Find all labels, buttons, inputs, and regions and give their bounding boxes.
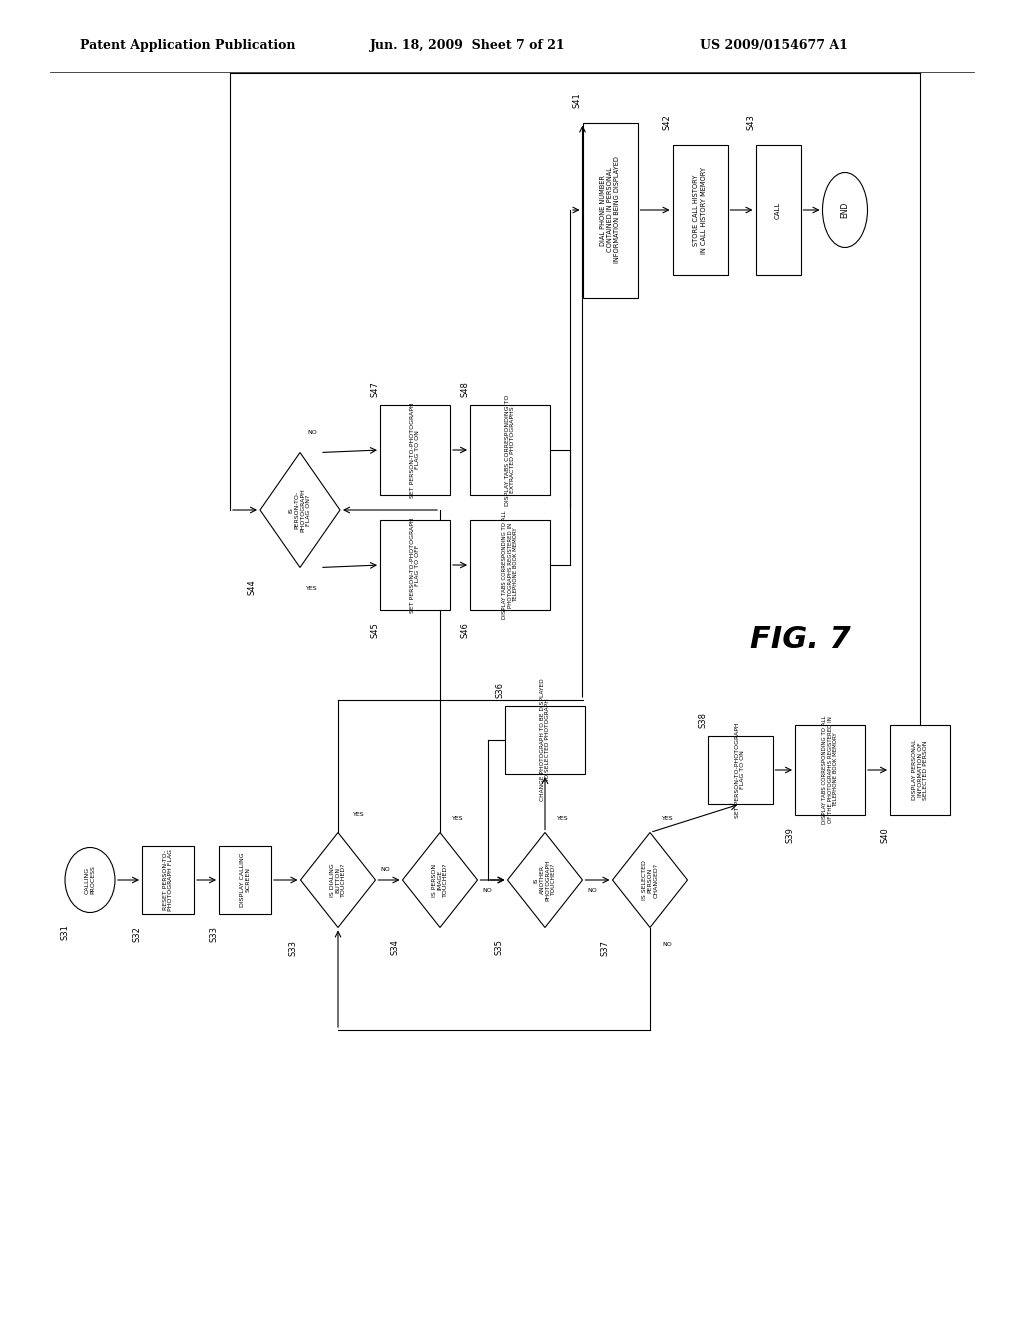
Text: S33: S33 — [288, 940, 297, 956]
Text: US 2009/0154677 A1: US 2009/0154677 A1 — [700, 38, 848, 51]
Text: SET PERSON-TO-PHOTOGRAPH
FLAG TO OFF: SET PERSON-TO-PHOTOGRAPH FLAG TO OFF — [410, 517, 421, 612]
Text: SET PERSON-TO-PHOTOGRAPH
FLAG TO ON: SET PERSON-TO-PHOTOGRAPH FLAG TO ON — [410, 403, 421, 498]
Polygon shape — [402, 833, 477, 928]
Bar — [890, 725, 950, 814]
Text: NO: NO — [588, 888, 597, 894]
Text: S32: S32 — [132, 927, 141, 942]
Text: YES: YES — [662, 816, 674, 821]
Text: NO: NO — [381, 867, 390, 873]
Bar — [505, 706, 585, 774]
Bar — [708, 737, 772, 804]
Text: YES: YES — [353, 813, 365, 817]
Text: DISPLAY TABS CORRESPONDING TO ALL
OF THE PHOTOGRAPHS REGISTERED IN
TELEPHONE BOO: DISPLAY TABS CORRESPONDING TO ALL OF THE… — [821, 715, 839, 824]
Text: YES: YES — [306, 586, 317, 590]
Text: S37: S37 — [600, 940, 609, 956]
Polygon shape — [508, 833, 583, 928]
Text: S33: S33 — [210, 927, 218, 942]
Text: SET PERSON-TO-PHOTOGRAPH
FLAG TO ON: SET PERSON-TO-PHOTOGRAPH FLAG TO ON — [734, 722, 745, 818]
Text: IS
PERSON-TO-
PHOTOGRAPH
FLAG ON?: IS PERSON-TO- PHOTOGRAPH FLAG ON? — [289, 488, 311, 532]
Polygon shape — [300, 833, 376, 928]
Bar — [583, 123, 638, 297]
Text: S36: S36 — [496, 682, 505, 698]
Text: DIAL PHONE NUMBER
CONTAINED IN PERSONAL
INFORMATION BEING DISPLAYED: DIAL PHONE NUMBER CONTAINED IN PERSONAL … — [600, 157, 620, 264]
Text: DISPLAY PERSONAL
INFORMATION OF
SELECTED PERSON: DISPLAY PERSONAL INFORMATION OF SELECTED… — [911, 739, 929, 800]
Text: END: END — [841, 202, 850, 218]
Text: YES: YES — [452, 816, 464, 821]
Text: NO: NO — [482, 888, 493, 894]
Text: Jun. 18, 2009  Sheet 7 of 21: Jun. 18, 2009 Sheet 7 of 21 — [370, 38, 565, 51]
Bar — [142, 846, 194, 913]
Text: IS
ANOTHER
PHOTOGRAPH
TOUCHED?: IS ANOTHER PHOTOGRAPH TOUCHED? — [534, 859, 556, 900]
Bar — [470, 520, 550, 610]
Text: S41: S41 — [573, 92, 582, 107]
Text: S46: S46 — [461, 622, 469, 638]
Bar — [756, 145, 801, 275]
Bar — [795, 725, 865, 814]
Text: CHANGE PHOTOGRAPH TO BE DISPLAYED
TO SELECTED PHOTOGRAPH: CHANGE PHOTOGRAPH TO BE DISPLAYED TO SEL… — [540, 678, 551, 801]
Text: YES: YES — [557, 816, 568, 821]
Text: S42: S42 — [663, 115, 672, 129]
Text: S48: S48 — [461, 381, 469, 397]
Text: IS SELECTED
PERSON
CHANGED?: IS SELECTED PERSON CHANGED? — [642, 861, 658, 900]
Bar — [470, 405, 550, 495]
Text: NO: NO — [662, 942, 672, 948]
Text: S47: S47 — [371, 381, 380, 397]
Text: DISPLAY TABS CORRESPONDING TO ALL
PHOTOGRAPHS REGISTERED IN
TELEPHONE BOOK MEMOR: DISPLAY TABS CORRESPONDING TO ALL PHOTOG… — [502, 511, 518, 619]
Text: S44: S44 — [248, 579, 256, 595]
Ellipse shape — [822, 173, 867, 248]
Text: CALLING
PROCESS: CALLING PROCESS — [85, 866, 95, 895]
Text: STORE CALL HISTORY
IN CALL HISTORY MEMORY: STORE CALL HISTORY IN CALL HISTORY MEMOR… — [693, 166, 707, 253]
Text: S40: S40 — [881, 828, 890, 842]
Bar — [380, 520, 450, 610]
Text: S35: S35 — [495, 940, 504, 956]
Text: S34: S34 — [390, 940, 399, 956]
Text: S39: S39 — [785, 828, 795, 843]
Text: DISPLAY TABS CORRESPONDING TO
EXTRACTED PHOTOGRAPHS: DISPLAY TABS CORRESPONDING TO EXTRACTED … — [505, 395, 515, 506]
Polygon shape — [260, 453, 340, 568]
Bar — [673, 145, 727, 275]
Bar — [380, 405, 450, 495]
Text: IS PERSON
IMAGE
TOUCHED?: IS PERSON IMAGE TOUCHED? — [432, 863, 449, 898]
Text: NO: NO — [307, 429, 316, 434]
Text: FIG. 7: FIG. 7 — [750, 626, 850, 655]
Bar — [219, 846, 271, 913]
Text: S45: S45 — [371, 622, 380, 638]
Text: S43: S43 — [746, 114, 755, 129]
Text: DISPLAY CALLING
SCREEN: DISPLAY CALLING SCREEN — [240, 853, 251, 907]
Text: S31: S31 — [60, 924, 70, 940]
Text: Patent Application Publication: Patent Application Publication — [80, 38, 296, 51]
Text: RESET PERSON-TO-
PHOTOGRAPH FLAG: RESET PERSON-TO- PHOTOGRAPH FLAG — [163, 849, 173, 911]
Text: IS DIALING
BUTTON
TOUCHED?: IS DIALING BUTTON TOUCHED? — [330, 863, 346, 898]
Text: S38: S38 — [698, 711, 707, 729]
Ellipse shape — [65, 847, 115, 912]
Text: CALL: CALL — [775, 202, 781, 219]
Polygon shape — [612, 833, 687, 928]
